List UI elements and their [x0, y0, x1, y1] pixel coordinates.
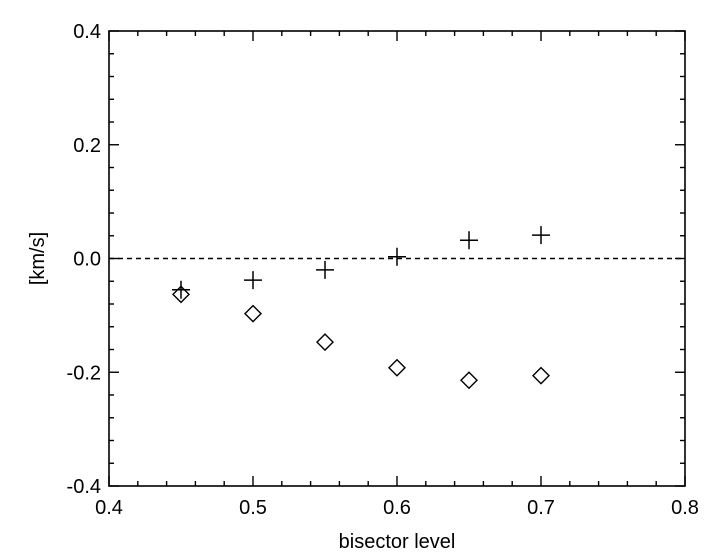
diamond-marker [172, 285, 190, 304]
y-tick-label: -0.2 [67, 362, 101, 384]
diamond-marker [460, 371, 478, 390]
plus-marker [172, 280, 190, 299]
x-tick-label: 0.8 [671, 497, 699, 519]
y-tick-label: 0.2 [73, 135, 101, 157]
plus-marker [388, 247, 406, 266]
x-tick-labels: 0.4 0.5 0.6 0.7 0.8 [95, 497, 699, 519]
y-axis-label: [km/s] [27, 232, 49, 285]
x-tick-label: 0.7 [527, 497, 555, 519]
plus-marker [316, 260, 334, 279]
x-tick-label: 0.5 [239, 497, 267, 519]
plot-area-frame [108, 30, 686, 487]
diamond-marker [244, 304, 262, 323]
y-tick-label: 0.0 [73, 249, 101, 271]
x-tick-label: 0.6 [383, 497, 411, 519]
y-tick-labels: 0.4 0.2 0.0 -0.2 -0.4 [67, 21, 101, 498]
y-tick-label: 0.4 [73, 21, 101, 43]
y-tick-label: -0.4 [67, 476, 101, 498]
plus-marker [244, 271, 262, 290]
diamond-marker [316, 333, 334, 352]
plus-marker [460, 231, 478, 250]
x-axis-label: bisector level [339, 531, 456, 553]
plus-marker [532, 226, 550, 245]
x-tick-label: 0.4 [95, 497, 123, 519]
diamond-marker [532, 366, 550, 385]
data-markers [172, 226, 550, 390]
diamond-marker [388, 358, 406, 377]
